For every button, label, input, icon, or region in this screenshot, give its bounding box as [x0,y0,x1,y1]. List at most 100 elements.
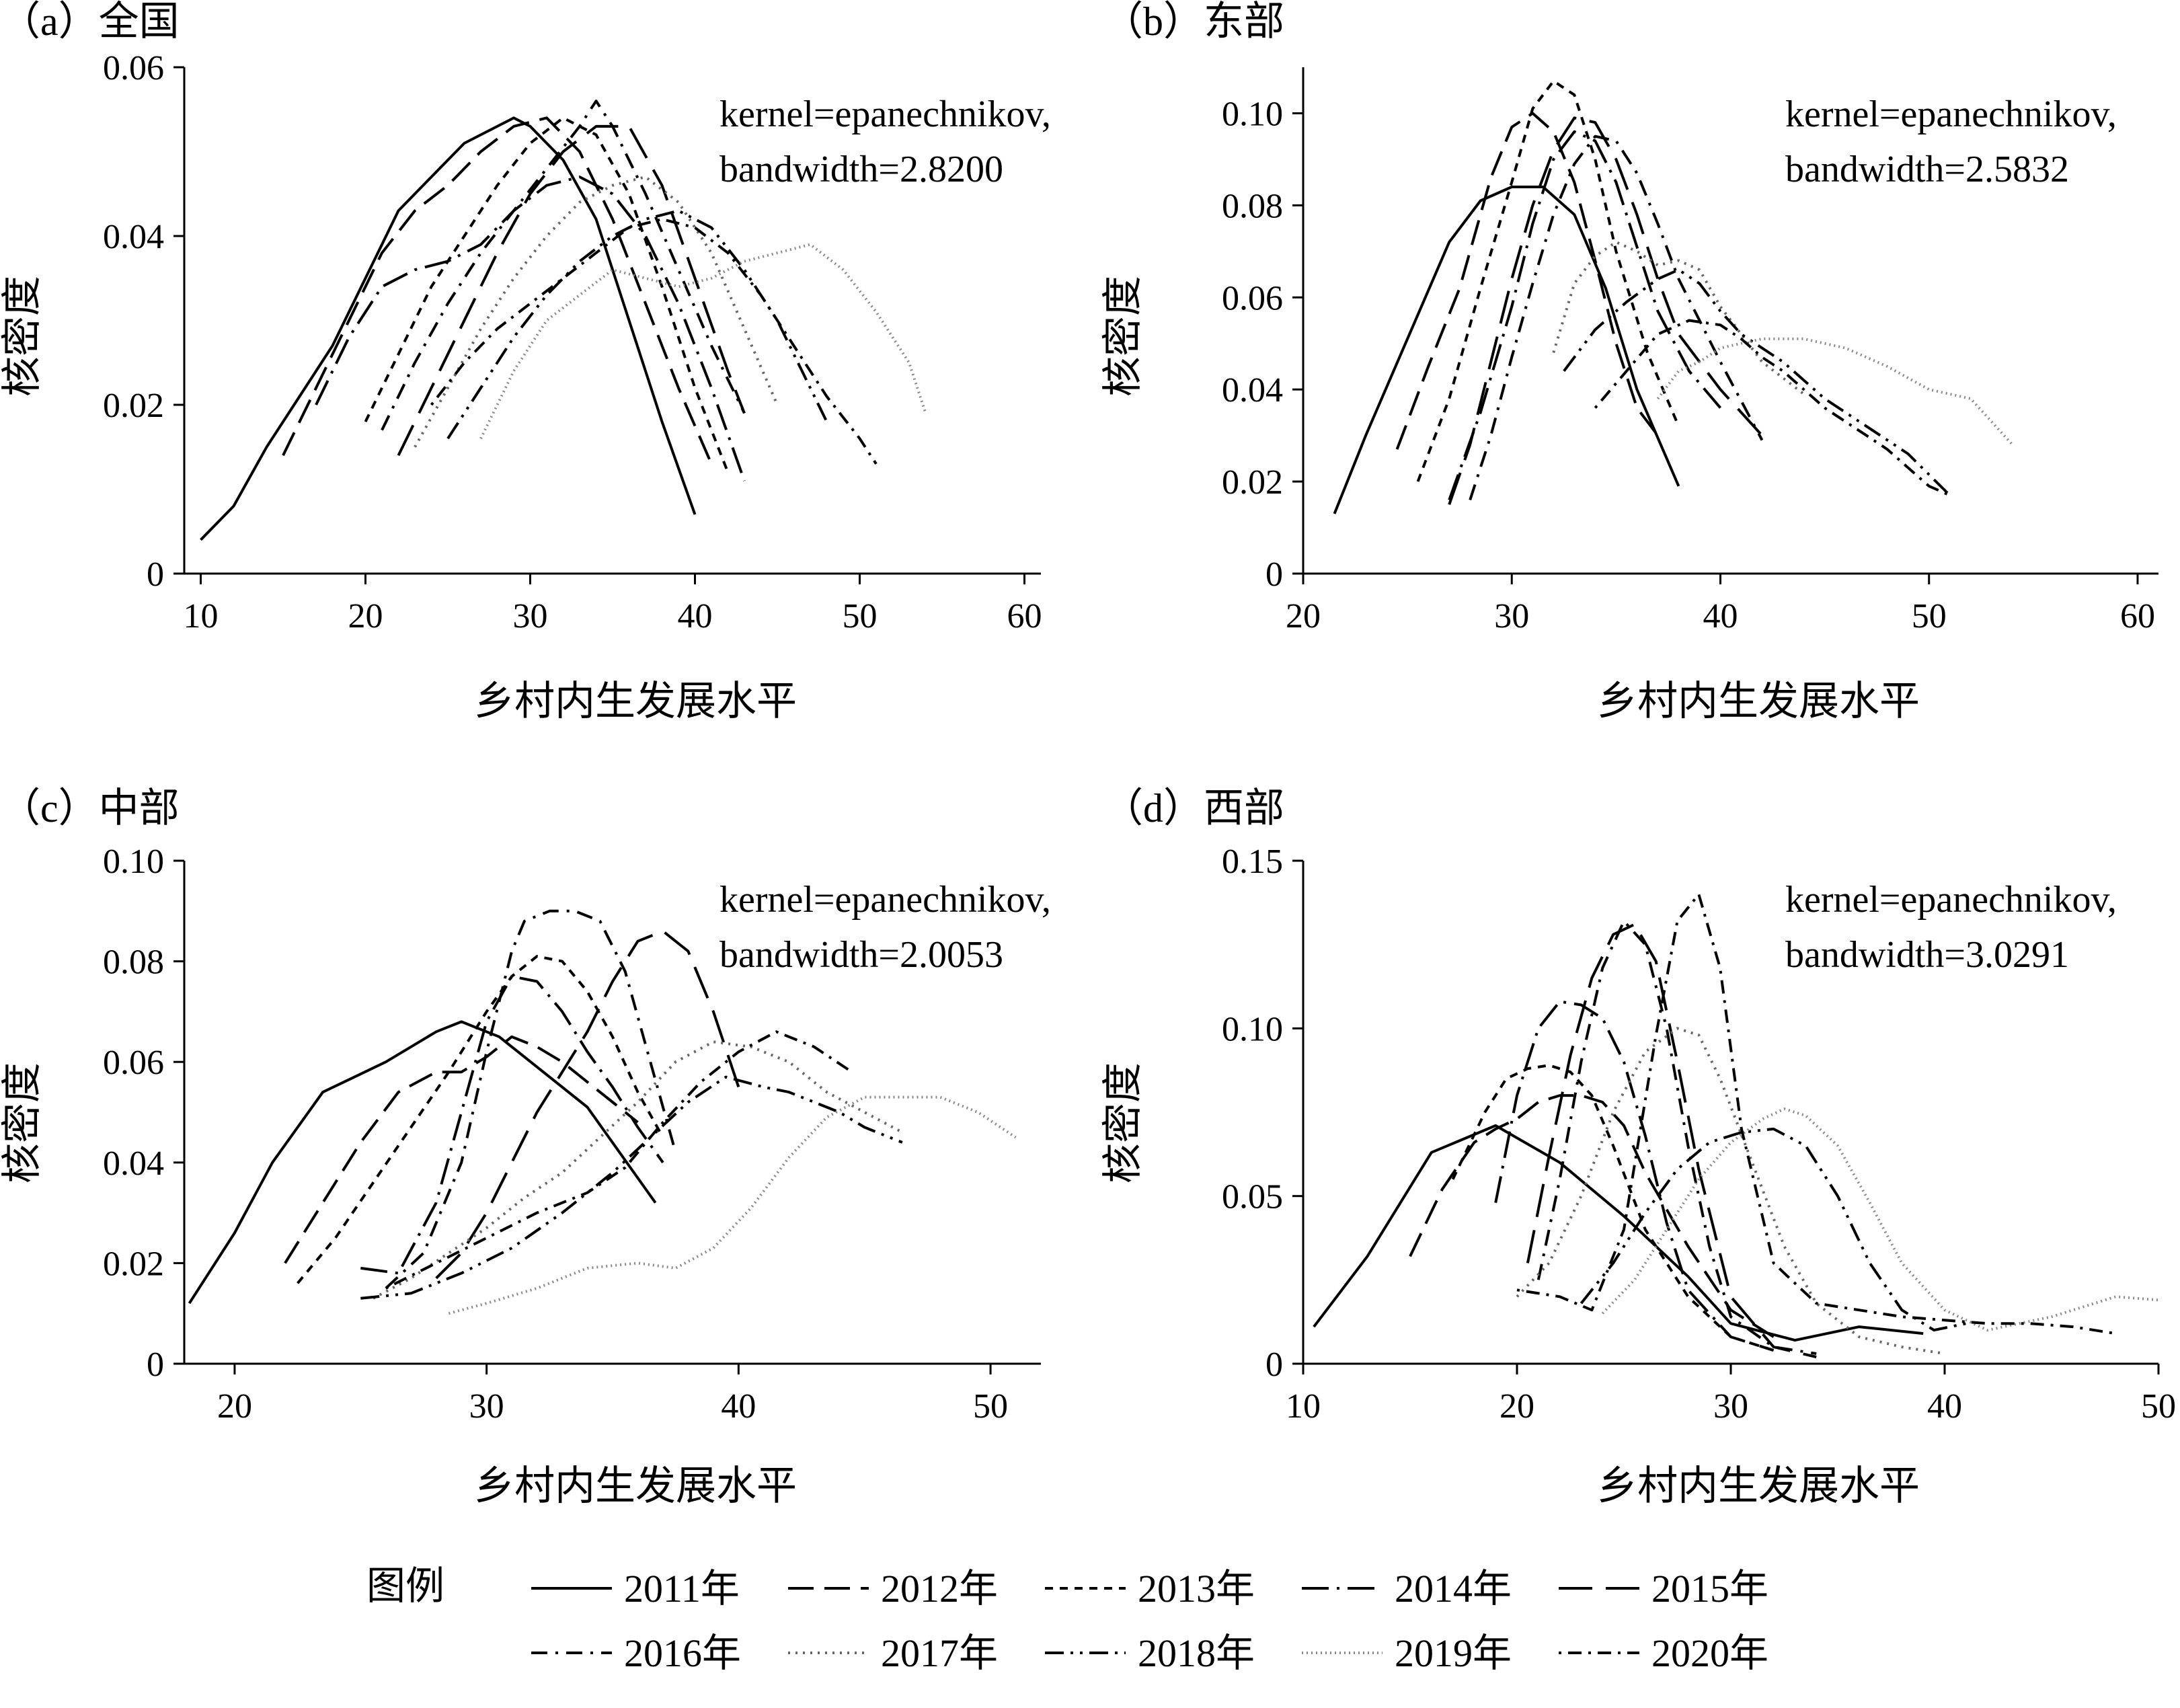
x-tick-label: 40 [721,1387,756,1426]
series-line-2012年 [1409,1094,1775,1338]
panel-b-ylabel: 核密度 [1101,276,1145,397]
y-tick-label: 0.04 [103,218,164,256]
panel-a-annotation-kernel: kernel=epanechnikov, [719,93,1051,135]
panel-a: （a）全国 核密度 乡村内生发展水平 kernel=epanechnikov, … [0,0,1051,724]
panel-c-ylabel: 核密度 [0,1062,44,1183]
series-line-2016年 [381,100,746,431]
y-tick-label: 0.04 [103,1144,164,1183]
y-tick-label: 0.15 [1222,843,1283,881]
series-line-2014年 [360,975,664,1275]
x-tick-label: 40 [1927,1387,1962,1426]
panel-d-xlabel: 乡村内生发展水平 [1597,1464,1920,1508]
legend-items: 2011年 2012年 2013年 2014年 2015年 2016年 2017年 2018年… [531,1567,1768,1675]
x-tick-label: 10 [1286,1387,1321,1426]
y-tick-label: 0.05 [1222,1178,1283,1216]
panel-d-annotation-bandwidth: bandwidth=3.0291 [1785,934,2069,976]
panel-c-annotation-kernel: kernel=epanechnikov, [719,879,1051,921]
series-line-2014年 [1448,130,1722,501]
panel-d-ticks: 10 20 30 40 50 0 0.05 0.10 0.15 [1222,843,2176,1426]
panel-c-title: （c）中部 [0,786,180,830]
series-line-2016年 [1469,134,1764,501]
x-tick-label: 60 [2120,597,2155,635]
x-tick-label: 20 [1500,1387,1534,1426]
panel-b-title: （b）东部 [1103,0,1284,44]
panel-a-title: （a）全国 [0,0,180,44]
y-tick-label: 0.08 [103,943,164,982]
panel-d-ylabel: 核密度 [1101,1062,1145,1183]
panel-c-annotation-bandwidth: bandwidth=2.0053 [719,934,1003,976]
series-line-2019年 [1656,337,2014,446]
series-line-2018年 [360,1075,903,1300]
y-tick-label: 0.08 [1222,187,1283,225]
y-tick-label: 0 [147,1346,164,1384]
x-tick-label: 60 [1007,597,1042,635]
x-tick-label: 30 [513,597,548,635]
x-tick-label: 30 [469,1387,504,1426]
series-line-2011年 [188,1020,657,1305]
panel-b-annotation-kernel: kernel=epanechnikov, [1785,93,2117,135]
panel-b-axes [1302,67,2158,575]
panel-a-xlabel: 乡村内生发展水平 [474,679,797,724]
panel-d-title: （d）西部 [1103,786,1284,830]
panel-c-ticks: 20 30 40 50 0 0.02 0.04 0.06 0.08 0.10 [103,843,1008,1426]
series-line-2014年 [1494,1000,1775,1352]
panel-b-ticks: 20 30 40 50 60 0 0.02 0.04 0.06 0.08 0.10 [1222,95,2155,635]
legend-label-2012年: 2012年 [881,1567,998,1610]
x-tick-label: 30 [1494,597,1529,635]
x-tick-label: 50 [973,1387,1008,1426]
legend-label-2019年: 2019年 [1395,1631,1512,1675]
y-tick-label: 0.02 [103,387,164,425]
y-tick-label: 0.02 [103,1245,164,1283]
panel-a-axes [183,67,1041,575]
y-tick-label: 0.04 [1222,371,1283,410]
panel-c: （c）中部 核密度 乡村内生发展水平 kernel=epanechnikov, … [0,786,1051,1508]
x-tick-label: 50 [2141,1387,2176,1426]
x-tick-label: 40 [678,597,713,635]
legend-label-2018年: 2018年 [1138,1631,1255,1675]
x-tick-label: 20 [1286,597,1321,635]
legend-label-2015年: 2015年 [1651,1567,1768,1610]
panel-c-axes [183,861,1041,1365]
series-line-2013年 [364,116,730,473]
panel-a-ticks: 10 20 30 40 50 60 0 0.02 0.04 0.06 [103,49,1042,635]
series-line-2019年 [479,243,927,440]
legend-label-2013年: 2013年 [1138,1567,1255,1610]
legend-label-2016年: 2016年 [624,1631,741,1675]
series-line-2019年 [1601,1108,2159,1332]
x-tick-label: 50 [843,597,878,635]
y-tick-label: 0.10 [1222,95,1283,133]
y-tick-label: 0 [1266,1346,1283,1384]
panel-a-lines [200,100,927,541]
y-tick-label: 0.02 [1222,463,1283,502]
y-tick-label: 0.10 [103,843,164,881]
series-line-2013年 [297,955,664,1284]
series-line-2012年 [282,116,713,465]
y-tick-label: 0.06 [1222,279,1283,317]
panel-c-lines [188,909,1017,1315]
series-line-2015年 [435,929,740,1280]
legend-label-2020年: 2020年 [1651,1631,1768,1675]
series-line-2016年 [1536,919,1817,1355]
series-line-2020年 [385,1030,853,1290]
panel-b-annotation-bandwidth: bandwidth=2.5832 [1785,149,2069,190]
panel-a-ylabel: 核密度 [0,276,44,397]
x-tick-label: 40 [1703,597,1738,635]
panel-d: （d）西部 核密度 乡村内生发展水平 kernel=epanechnikov, … [1101,786,2176,1508]
series-line-2011年 [1333,186,1680,514]
panel-d-annotation-kernel: kernel=epanechnikov, [1785,879,2117,921]
series-line-2013年 [1416,79,1680,482]
series-line-2019年 [448,1095,1017,1315]
series-line-2016年 [385,909,677,1290]
series-line-2014年 [315,176,746,481]
panel-c-xlabel: 乡村内生发展水平 [474,1464,797,1508]
legend-label-2011年: 2011年 [624,1567,740,1610]
panel-a-annotation-bandwidth: bandwidth=2.8200 [719,149,1003,190]
x-tick-label: 20 [217,1387,252,1426]
y-tick-label: 0.10 [1222,1010,1283,1048]
panel-d-lines [1313,892,2159,1358]
panel-b: （b）东部 核密度 乡村内生发展水平 kernel=epanechnikov, … [1101,0,2158,724]
series-line-2015年 [1448,116,1763,505]
legend-label-2017年: 2017年 [881,1631,998,1675]
